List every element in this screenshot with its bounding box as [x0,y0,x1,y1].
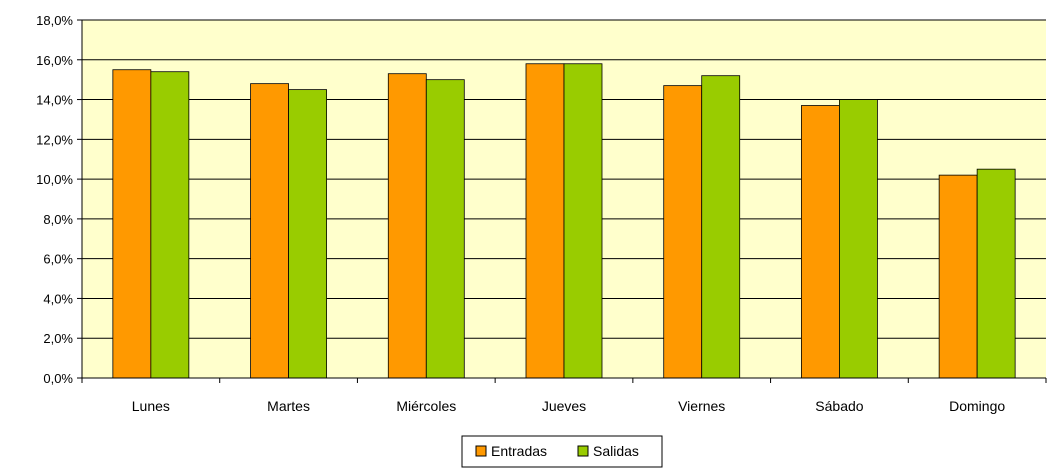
y-tick-label: 0,0% [43,371,73,386]
x-axis-ticks: Lunes Martes Miércoles Jueves Viernes Sábado D… [81,378,1047,414]
legend-swatch-salidas [577,445,589,457]
y-tick-label: 14,0% [36,93,73,108]
bar-salidas-0 [150,71,190,379]
y-axis-ticks: 0,0% 2,0% 4,0% 6,0% 8,0% 10,0% 12,0% 14,0% 16,0%… [36,13,82,386]
y-tick-label: 18,0% [36,13,73,28]
bar-salidas-1 [288,89,327,379]
bar-entradas-4 [663,85,703,379]
y-tick-label: 10,0% [36,172,73,187]
x-tick-label: Domingo [949,398,1005,414]
bar-salidas-2 [425,79,465,379]
bar-salidas-6 [976,168,1016,379]
bar-salidas-4 [701,75,741,379]
x-tick-label: Martes [267,398,310,414]
bar-entradas-0 [112,69,152,379]
y-tick-label: 6,0% [43,252,73,267]
y-tick-label: 2,0% [43,331,73,346]
y-tick-label: 16,0% [36,53,73,68]
x-tick-label: Lunes [132,398,170,414]
x-tick-label: Jueves [542,398,586,414]
y-tick-label: 12,0% [36,132,73,147]
bars [112,63,1016,379]
legend-swatch-entradas [475,445,487,457]
legend-label-entradas: Entradas [491,443,547,459]
bar-entradas-5 [801,105,840,379]
bar-entradas-3 [525,63,565,379]
legend-label-salidas: Salidas [593,443,639,459]
bar-salidas-5 [839,99,878,379]
bar-entradas-1 [250,83,289,379]
legend-box [461,435,663,468]
bar-salidas-3 [563,63,603,379]
y-tick-label: 4,0% [43,291,73,306]
y-tick-label: 8,0% [43,212,73,227]
bar-entradas-2 [387,73,427,379]
x-tick-label: Miércoles [396,398,456,414]
x-tick-label: Viernes [678,398,725,414]
bar-entradas-6 [938,174,978,379]
x-tick-label: Sábado [815,398,863,414]
legend: Entradas Salidas [461,435,663,468]
